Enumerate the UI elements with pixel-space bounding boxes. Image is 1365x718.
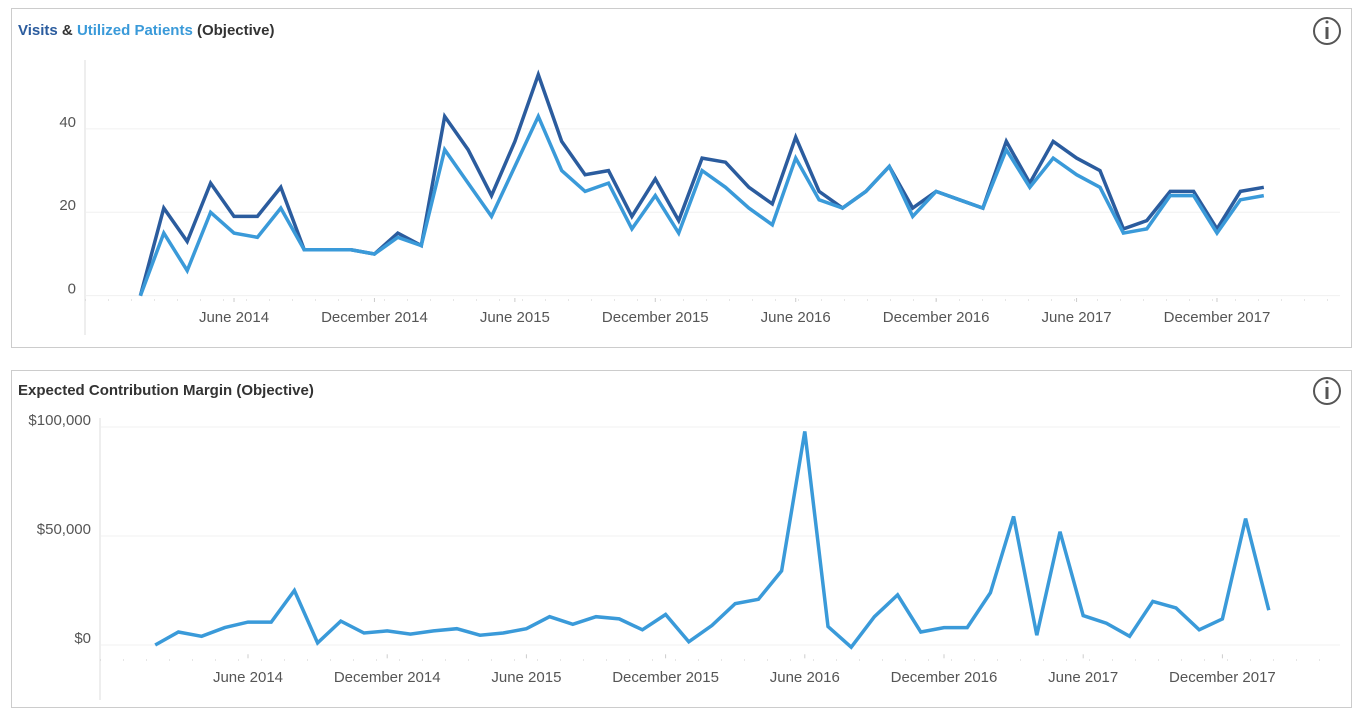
chart-title: Expected Contribution Margin (Objective): [18, 382, 314, 399]
title-series: Utilized Patients: [76, 22, 193, 39]
title-connector: &: [61, 22, 73, 39]
x-tick-label: December 2016: [883, 309, 990, 326]
y-tick-label: $50,000: [37, 521, 91, 538]
y-tick-label: 0: [68, 281, 76, 298]
info-icon[interactable]: [1313, 17, 1341, 45]
y-tick-label: 40: [59, 114, 76, 131]
x-tick-label: December 2015: [602, 309, 709, 326]
x-tick-label: December 2016: [891, 669, 998, 686]
x-tick-label: December 2014: [334, 669, 441, 686]
x-tick-label: June 2017: [1042, 309, 1112, 326]
y-tick-label: $0: [74, 630, 91, 647]
series-line: [154, 431, 1271, 650]
x-tick-label: June 2014: [199, 309, 269, 326]
x-tick-label: June 2015: [491, 669, 561, 686]
title-suffix: (Objective): [196, 22, 275, 39]
title-series: Visits: [18, 22, 58, 39]
x-tick-label: June 2014: [213, 669, 283, 686]
x-tick-label: December 2017: [1169, 669, 1276, 686]
x-tick-label: December 2017: [1164, 309, 1271, 326]
y-tick-label: $100,000: [28, 412, 91, 429]
x-tick-label: December 2014: [321, 309, 428, 326]
x-tick-label: June 2016: [761, 309, 831, 326]
info-icon[interactable]: [1313, 377, 1341, 405]
panel: [11, 8, 1352, 348]
chart-title: Visits & Utilized Patients (Objective): [18, 22, 275, 39]
x-tick-label: June 2016: [770, 669, 840, 686]
x-tick-label: June 2017: [1048, 669, 1118, 686]
panel: [11, 370, 1352, 708]
y-tick-label: 20: [59, 197, 76, 214]
x-tick-label: December 2015: [612, 669, 719, 686]
x-tick-label: June 2015: [480, 309, 550, 326]
series-line: [138, 112, 1265, 297]
